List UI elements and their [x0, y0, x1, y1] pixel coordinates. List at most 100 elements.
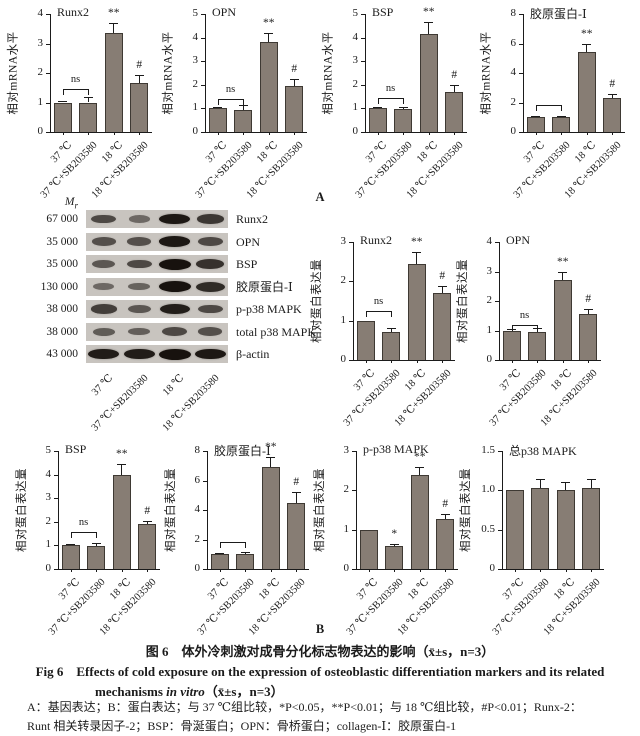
blot-band — [128, 215, 150, 223]
ns-label: ns — [385, 82, 396, 94]
error-bar — [121, 463, 123, 475]
ns-bracket-cap — [245, 542, 247, 549]
ns-label: ns — [70, 74, 81, 86]
x-tick — [365, 360, 367, 363]
y-tick-label: 4 — [510, 66, 517, 78]
ns-bracket-cap — [403, 97, 405, 104]
sig-mark: ** — [108, 6, 120, 19]
y-tick — [203, 539, 207, 541]
ns-bracket — [219, 542, 246, 544]
protein-label: 胶原蛋白-Ⅰ — [236, 279, 293, 294]
ns-bracket-cap — [62, 89, 64, 96]
sig-mark: # — [136, 59, 143, 72]
y-tick-label: 2 — [37, 66, 44, 78]
mr-value: 35 000 — [46, 258, 78, 270]
x-tick — [70, 569, 72, 572]
chart-protein-pp38: 0 1 2 3 p-p38 MAPK 相对蛋白表达量 37 ℃ * 37 ℃+SB203580 *… — [306, 437, 466, 638]
bar-2 — [394, 109, 413, 132]
y-tick-label: 1 — [45, 538, 52, 551]
y-tick — [349, 242, 353, 243]
blot-band — [126, 259, 152, 269]
error-bar-cap — [134, 75, 144, 77]
y-tick — [361, 84, 365, 86]
y-tick — [201, 108, 205, 110]
y-tick — [54, 545, 58, 547]
error-bar-cap — [586, 478, 596, 480]
bar-4 — [285, 85, 304, 132]
bar-4 — [603, 98, 622, 132]
y-tick-label: 3 — [340, 235, 347, 247]
y-tick-label: 1 — [192, 101, 199, 114]
blot-band — [127, 304, 151, 314]
blot-strip — [86, 345, 228, 363]
y-tick — [46, 73, 50, 74]
sig-mark: ** — [116, 447, 128, 460]
y-tick — [519, 102, 523, 104]
blot-band — [197, 237, 223, 246]
y-tick-label: 1 — [340, 313, 347, 326]
y-tick — [201, 14, 205, 15]
sig-mark: ** — [557, 255, 569, 268]
bar-2 — [382, 332, 401, 360]
x-tick — [245, 569, 247, 572]
sig-mark: # — [439, 270, 446, 283]
protein-label: BSP — [236, 257, 258, 271]
blot-band — [195, 281, 225, 292]
y-tick-label: 2 — [343, 483, 350, 496]
sig-mark: ** — [423, 6, 435, 19]
error-bar-cap — [386, 327, 396, 329]
blot-band — [159, 303, 190, 315]
chart-title: Runx2 — [57, 5, 90, 19]
blot-band — [128, 327, 151, 336]
error-bar — [390, 327, 392, 333]
bar-1 — [505, 490, 524, 569]
y-axis-label-text: 相对mRNA水平 — [163, 31, 176, 115]
y-tick-label: 2 — [194, 532, 201, 545]
y-tick — [498, 451, 502, 452]
x-tick — [394, 569, 396, 572]
ns-label: ns — [78, 517, 89, 529]
y-axis — [207, 451, 208, 569]
x-tick — [403, 132, 405, 135]
bar-4 — [130, 83, 149, 132]
y-axis — [356, 451, 357, 569]
y-tick-label: 4 — [194, 503, 201, 515]
bar-4 — [436, 518, 455, 569]
mr-value: 130 000 — [40, 280, 78, 293]
ns-label: ns — [225, 83, 236, 95]
sig-mark: ** — [414, 450, 426, 463]
bar-1 — [502, 330, 521, 360]
y-tick-label: 4 — [352, 30, 359, 43]
error-bar — [565, 482, 567, 491]
ns-bracket-cap — [511, 324, 513, 331]
y-tick-label: 3 — [343, 444, 350, 456]
sig-mark: # — [293, 475, 300, 488]
x-tick — [428, 132, 430, 135]
y-tick-label: 1 — [37, 95, 44, 108]
error-bar — [113, 22, 115, 34]
sig-mark: # — [451, 68, 458, 81]
y-tick — [519, 14, 523, 15]
y-tick-label: 2 — [510, 95, 517, 108]
y-tick — [495, 330, 499, 332]
sig-mark: ** — [411, 235, 423, 248]
x-tick — [454, 132, 456, 135]
x-tick — [121, 569, 123, 572]
blot-band — [92, 259, 116, 269]
bar-2 — [552, 117, 571, 132]
y-tick-label: 3 — [45, 491, 52, 504]
x-tick — [562, 360, 564, 363]
y-axis-label-text: 相对蛋白表达量 — [314, 468, 326, 552]
ns-bracket — [377, 97, 404, 99]
error-bar-cap — [582, 43, 592, 45]
y-tick-label: 2 — [45, 514, 52, 527]
western-blot-panel: Mr 67 000 Runx2 35 000 OPN 35 000 BSP 130 000 胶原… — [12, 196, 338, 436]
bar-2 — [528, 331, 547, 360]
ns-bracket-cap — [96, 532, 98, 539]
mr-value: 67 000 — [46, 213, 78, 225]
sig-mark: * — [391, 528, 398, 541]
blot-band — [91, 237, 116, 246]
y-tick-label: 5 — [45, 444, 52, 456]
error-bar-cap — [583, 308, 593, 310]
sig-mark: ** — [265, 440, 277, 453]
